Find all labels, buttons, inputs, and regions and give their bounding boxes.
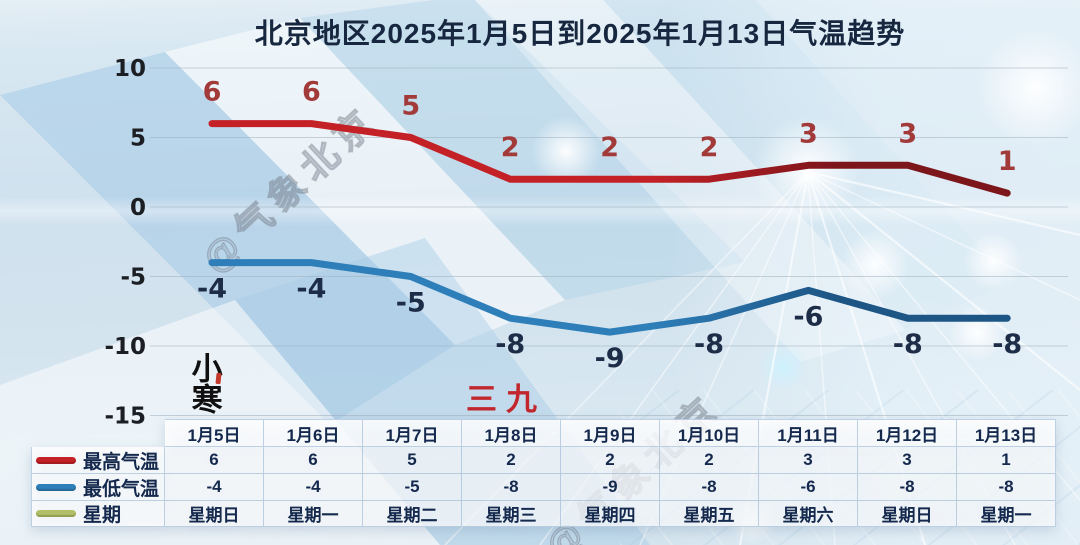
- weekday-cell: 星期日: [165, 501, 264, 527]
- light-band: [0, 196, 1080, 226]
- min-temp-cell: -6: [759, 474, 858, 501]
- min-temp-cell: -8: [957, 474, 1056, 501]
- min-temp-value-label: -8: [495, 329, 525, 360]
- date-header-cell: 1月10日: [660, 419, 759, 447]
- max-temp-cell: 2: [561, 447, 660, 474]
- min-temp-value-label: -8: [893, 329, 923, 360]
- max-temp-cell: 1: [957, 447, 1056, 474]
- weekday-cell: 星期二: [363, 501, 462, 527]
- min-temp-cell: -4: [264, 474, 363, 501]
- min-temp-value-label: -9: [595, 343, 625, 374]
- min-temp-value-label: -8: [694, 329, 724, 360]
- max-temp-cell: 3: [759, 447, 858, 474]
- max-temp-cell: 6: [165, 447, 264, 474]
- date-header-cell: 1月13日: [957, 419, 1056, 447]
- max-temp-cell: 2: [660, 447, 759, 474]
- y-axis-tick-label: -15: [104, 404, 146, 430]
- weekday-cell: 星期六: [759, 501, 858, 527]
- table-corner: [31, 419, 165, 447]
- date-header-cell: 1月5日: [165, 419, 264, 447]
- y-axis-tick-label: -10: [104, 334, 146, 360]
- min-temp-cell: -9: [561, 474, 660, 501]
- min-temp-legend-swatch-icon: [36, 483, 76, 491]
- max-temp-value-label: 3: [898, 118, 917, 149]
- min-temp-value-label: -4: [197, 274, 227, 305]
- legend-label: 最低气温: [83, 478, 160, 500]
- date-header-cell: 1月9日: [561, 419, 660, 447]
- min-temp-cell: -5: [363, 474, 462, 501]
- max-temp-cell: 6: [264, 447, 363, 474]
- min-temp-value-label: -6: [793, 301, 823, 332]
- y-axis-tick-label: -5: [120, 265, 146, 291]
- weekday-cell: 星期三: [462, 501, 561, 527]
- y-axis-tick-label: 0: [130, 195, 146, 221]
- solar-term-label: 小寒: [185, 352, 222, 414]
- min-temp-cell: -4: [165, 474, 264, 501]
- max-temp-value-label: 6: [302, 77, 321, 108]
- legend-item-max-temp: 最高气温: [31, 447, 165, 474]
- min-temp-cell: -8: [858, 474, 957, 501]
- y-axis-tick-label: 5: [130, 126, 146, 152]
- min-temp-cell: -8: [660, 474, 759, 501]
- date-header-cell: 1月8日: [462, 419, 561, 447]
- summary-table: 1月5日 1月6日 1月7日 1月8日 1月9日 1月10日 1月11日 1月12日 1月13日…: [31, 419, 1056, 527]
- y-axis-tick-label: 10: [114, 56, 146, 82]
- date-header-cell: 1月6日: [264, 419, 363, 447]
- min-temp-line: [208, 259, 1011, 336]
- date-header-cell: 1月12日: [858, 419, 957, 447]
- max-temp-value-label: 1: [998, 146, 1017, 177]
- max-temp-value-label: 2: [700, 132, 719, 163]
- max-temp-line: [208, 120, 1011, 197]
- weekday-legend-swatch-icon: [36, 510, 76, 517]
- max-temp-cell: 2: [462, 447, 561, 474]
- min-temp-cell: -8: [462, 474, 561, 501]
- chart-title: 北京地区2025年1月5日到2025年1月13日气温趋势: [254, 18, 906, 49]
- max-temp-value-label: 5: [401, 91, 420, 122]
- legend-item-min-temp: 最低气温: [31, 474, 165, 501]
- weekday-cell: 星期一: [264, 501, 363, 527]
- max-temp-cell: 5: [363, 447, 462, 474]
- max-temp-value-label: 6: [203, 77, 222, 108]
- legend-label: 星期: [83, 505, 122, 526]
- max-temp-legend-swatch-icon: [36, 456, 76, 464]
- max-temp-value-label: 3: [799, 118, 818, 149]
- date-header-cell: 1月7日: [363, 419, 462, 447]
- weekday-cell: 星期五: [660, 501, 759, 527]
- min-temp-value-label: -5: [396, 288, 426, 319]
- min-temp-value-label: -4: [296, 274, 326, 305]
- sanjiu-label: 三九: [466, 382, 546, 417]
- weekday-cell: 星期一: [957, 501, 1056, 527]
- min-temp-value-label: -8: [992, 329, 1022, 360]
- weekday-cell: 星期日: [858, 501, 957, 527]
- max-temp-cell: 3: [858, 447, 957, 474]
- max-temp-value-label: 2: [501, 132, 520, 163]
- legend-item-weekday: 星期: [31, 501, 165, 527]
- date-header-cell: 1月11日: [759, 419, 858, 447]
- legend-label: 最高气温: [83, 451, 160, 473]
- max-temp-value-label: 2: [600, 132, 619, 163]
- weekday-cell: 星期四: [561, 501, 660, 527]
